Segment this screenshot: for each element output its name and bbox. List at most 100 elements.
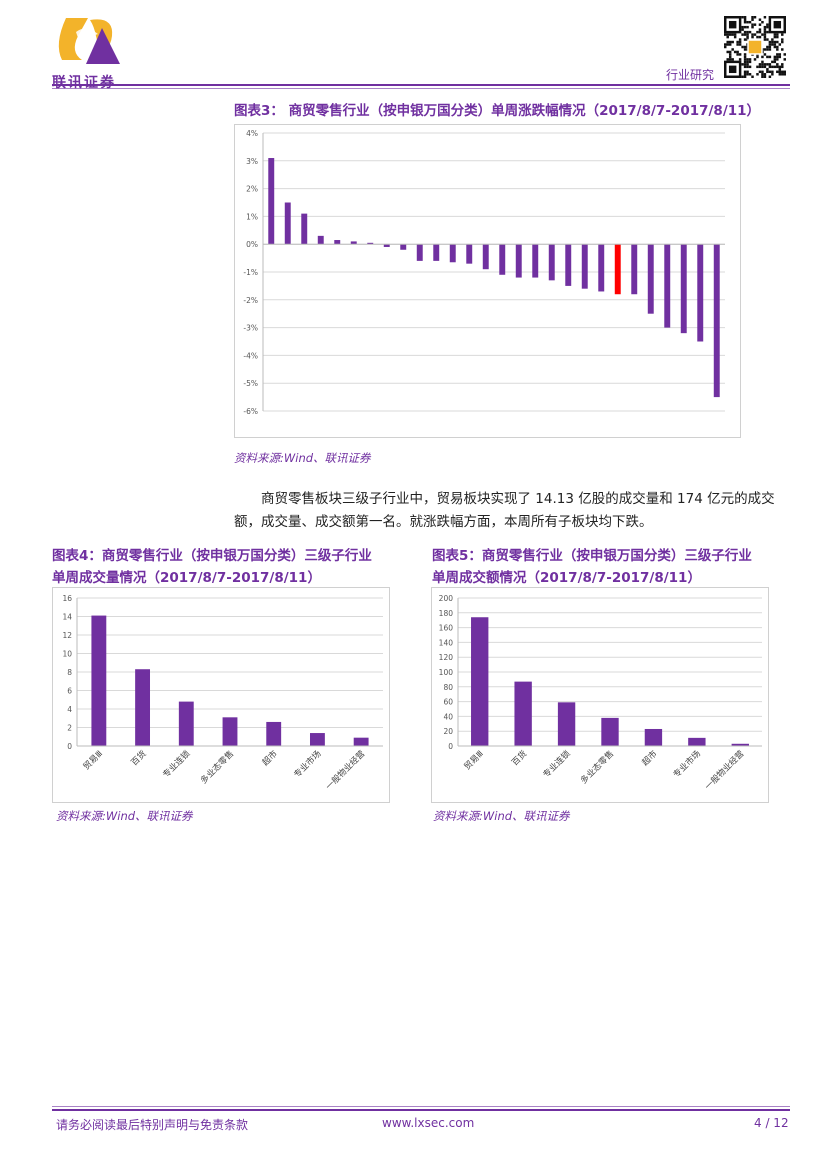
figure3-title: 商贸零售行业（按申银万国分类）单周涨跌幅情况（2017/8/7-2017/8/1… [288, 103, 761, 119]
figure4-title-line2: 单周成交量情况（2017/8/7-2017/8/11） [52, 570, 321, 586]
figure4-source: 资料来源:Wind、联讯证券 [56, 809, 193, 823]
bar [383, 244, 390, 247]
bar [598, 244, 605, 292]
y-tick-label: 100 [439, 668, 454, 677]
bar [471, 617, 489, 746]
figure4-title-line1: 商贸零售行业（按申银万国分类）三级子行业 [101, 548, 372, 564]
bar [581, 244, 588, 289]
bar [433, 244, 440, 261]
bar [466, 244, 473, 264]
qr-code-icon [724, 16, 786, 78]
x-category-label: 贸易Ⅲ [81, 748, 105, 772]
footer-divider-thick [52, 1109, 790, 1111]
y-tick-label: 3% [246, 157, 258, 166]
bar [367, 242, 374, 245]
y-tick-label: 0 [67, 742, 72, 751]
company-name: 联讯证券 [52, 75, 116, 91]
x-category-label: 百货 [129, 748, 149, 768]
y-tick-label: -1% [243, 268, 258, 277]
x-category-label: 超市 [640, 748, 660, 768]
header-divider [52, 84, 790, 86]
bar [514, 681, 532, 746]
y-tick-label: 4 [67, 705, 72, 714]
figure3-source: 资料来源:Wind、联讯证券 [234, 451, 371, 465]
y-tick-label: 16 [62, 594, 72, 603]
y-tick-label: -5% [243, 379, 258, 388]
bar [222, 717, 238, 746]
y-tick-label: 1% [246, 212, 258, 221]
y-tick-label: 120 [439, 653, 454, 662]
figure3-svg: 4% 3% 2% 1% 0% -1% -2% -3% -4% -5% -6% [243, 129, 725, 416]
bar [664, 244, 671, 328]
qr-code [724, 16, 786, 78]
x-category-label: 百货 [509, 748, 529, 768]
bar [91, 615, 107, 746]
figure5-source: 资料来源:Wind、联讯证券 [433, 809, 570, 823]
y-tick-label: 40 [443, 712, 453, 721]
bar [334, 240, 341, 245]
x-category-label: 多业态零售 [198, 748, 236, 786]
bar [731, 743, 749, 746]
bar [353, 737, 369, 746]
figure3-caption: 图表3： 商贸零售行业（按申银万国分类）单周涨跌幅情况（2017/8/7-201… [234, 99, 760, 119]
figure5-title-line2: 单周成交额情况（2017/8/7-2017/8/11） [432, 570, 701, 586]
bar [135, 669, 151, 746]
footer-disclaimer[interactable]: 请务必阅读最后特别声明与免责条款 [56, 1118, 249, 1132]
bar [284, 202, 291, 245]
bar [266, 721, 282, 746]
x-category-label: 超市 [260, 748, 280, 768]
company-logo: 联讯证券 [52, 14, 132, 91]
bar [548, 244, 555, 281]
y-tick-label: 200 [439, 594, 454, 603]
bar [601, 717, 619, 746]
y-tick-label: 80 [443, 683, 453, 692]
y-tick-label: 160 [439, 624, 454, 633]
y-tick-label: 0% [246, 240, 258, 249]
figure5-caption: 图表5：商贸零售行业（按申银万国分类）三级子行业 单周成交额情况（2017/8/… [432, 545, 752, 589]
figure3-chart: 4% 3% 2% 1% 0% -1% -2% -3% -4% -5% -6% [234, 124, 741, 438]
figure3-label: 图表3： [234, 103, 284, 119]
bar [309, 733, 325, 746]
bar [713, 244, 720, 398]
y-tick-label: 20 [443, 727, 453, 736]
body-paragraph: 商贸零售板块三级子行业中，贸易板块实现了 14.13 亿股的成交量和 174 亿… [234, 491, 775, 530]
bar [614, 244, 621, 295]
footer-page-number: 4 / 12 [754, 1116, 789, 1130]
y-tick-label: 14 [62, 613, 72, 622]
bar [499, 244, 506, 275]
report-type: 行业研究 [666, 68, 715, 82]
footer-website[interactable]: www.lxsec.com [382, 1116, 475, 1130]
y-tick-label: -6% [243, 407, 258, 416]
bar [532, 244, 539, 278]
bar [647, 244, 654, 314]
y-tick-label: 180 [439, 609, 454, 618]
y-tick-label: 2 [67, 724, 72, 733]
y-tick-label: 0 [448, 742, 453, 751]
figure4-svg: 16 14 12 10 8 6 4 2 0 贸易Ⅲ 百货 专业连锁 多业态零售 超市 专业市场 一般物业经营 [62, 594, 383, 792]
bar [350, 241, 357, 245]
bar [317, 235, 324, 245]
bar [515, 244, 522, 278]
x-category-label: 专业市场 [671, 748, 703, 780]
x-category-label: 贸易Ⅲ [462, 748, 486, 772]
x-category-label: 专业连锁 [541, 748, 573, 780]
bar [565, 244, 572, 286]
figure5-title-line1: 商贸零售行业（按申银万国分类）三级子行业 [481, 548, 752, 564]
y-tick-label: -3% [243, 324, 258, 333]
x-category-label: 一般物业经营 [703, 748, 747, 792]
header-divider-thin [52, 88, 790, 89]
figure4-caption: 图表4：商贸零售行业（按申银万国分类）三级子行业 单周成交量情况（2017/8/… [52, 545, 372, 589]
bar [449, 244, 456, 263]
y-tick-label: 10 [62, 650, 72, 659]
y-tick-label: -2% [243, 296, 258, 305]
bar [631, 244, 638, 295]
bar [400, 244, 407, 250]
bar [268, 158, 275, 245]
x-category-label: 专业市场 [292, 748, 324, 780]
bar [557, 702, 576, 746]
figure5-chart: 200 180 160 140 120 100 80 60 40 20 0 贸易Ⅲ 百货 专业连锁 多业态零… [431, 587, 769, 803]
y-tick-label: 60 [443, 698, 453, 707]
bar [644, 728, 663, 746]
x-category-label: 一般物业经营 [323, 748, 367, 792]
